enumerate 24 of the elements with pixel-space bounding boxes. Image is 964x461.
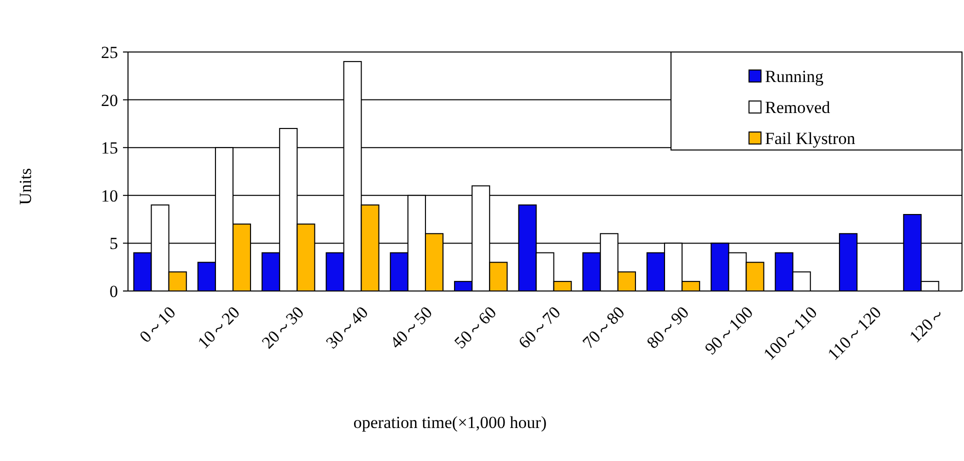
x-tick-label: 90～100 (701, 302, 757, 358)
y-tick-label: 10 (101, 186, 118, 206)
legend-label: Running (765, 66, 824, 86)
x-tick-label: 40～50 (386, 302, 436, 352)
y-axis-title: Units (16, 168, 35, 205)
y-tick-label: 5 (110, 234, 118, 254)
legend-label: Fail Klystron (765, 128, 856, 148)
y-tick-label: 15 (101, 138, 118, 158)
x-tick-label: 10～20 (194, 302, 244, 352)
x-tick-label: 110～120 (824, 302, 886, 364)
x-tick-label: 30～40 (322, 302, 372, 352)
x-tick-label: 20～30 (258, 302, 308, 352)
y-tick-label: 0 (110, 282, 118, 301)
x-tick-label: 50～60 (450, 302, 500, 352)
legend-label: Removed (765, 98, 831, 117)
x-tick-label: 60～70 (514, 302, 564, 352)
y-tick-label: 25 (101, 42, 118, 62)
x-tick-label: 80～90 (643, 302, 693, 352)
x-tick-label: 120～ (906, 302, 950, 346)
x-tick-label: 70～80 (578, 302, 628, 352)
x-axis-title: operation time(×1,000 hour) (353, 413, 547, 432)
x-tick-label: 100～110 (760, 302, 821, 364)
y-tick-label: 20 (101, 90, 118, 110)
x-tick-label: 0～10 (136, 302, 180, 346)
